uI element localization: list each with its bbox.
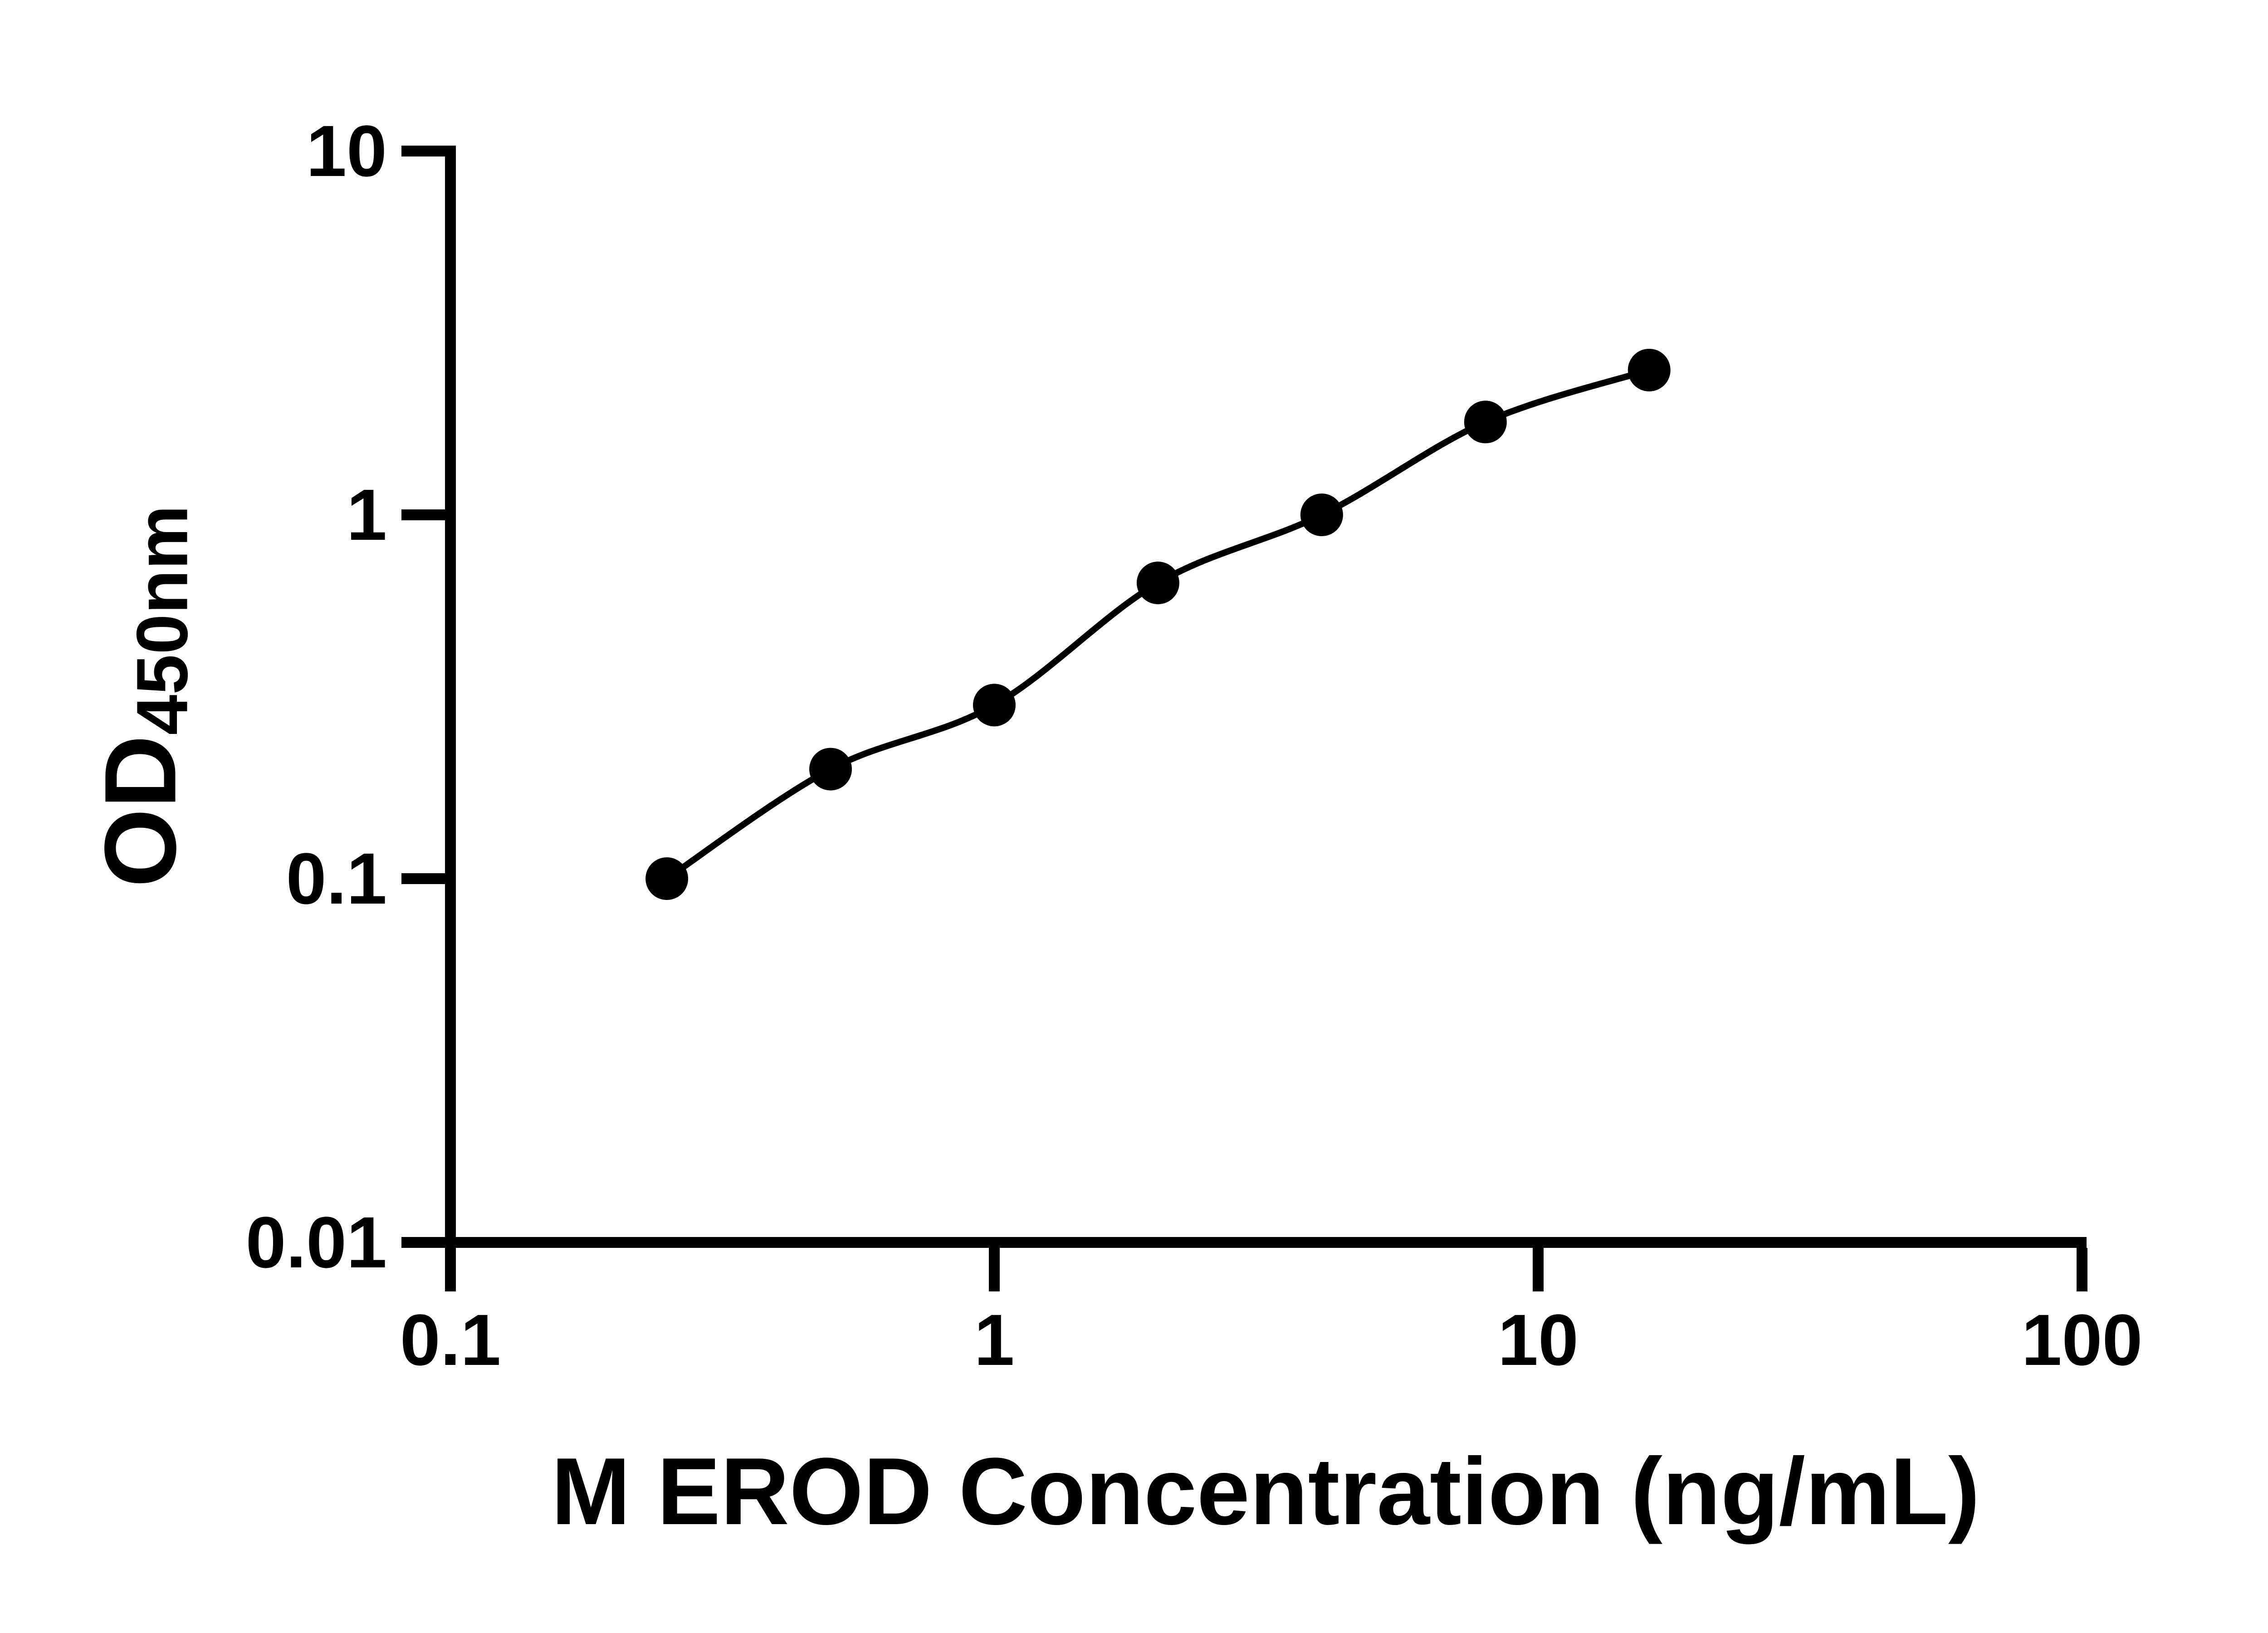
fit-curve <box>665 367 1650 881</box>
y-tick-label-0.01: 0.01 <box>245 1202 387 1283</box>
x-tick-label-10: 10 <box>1498 1299 1579 1380</box>
data-point-1 <box>809 748 852 791</box>
x-tick-label-1: 1 <box>974 1299 1015 1380</box>
data-point-5 <box>1464 401 1507 444</box>
x-axis-title: M EROD Concentration (ng/mL) <box>551 1438 1980 1545</box>
data-point-4 <box>1300 494 1343 536</box>
data-point-0 <box>645 857 689 900</box>
data-point-6 <box>1628 348 1671 391</box>
x-tick-label-0.1: 0.1 <box>400 1299 501 1380</box>
y-axis-title: OD450nm <box>83 505 203 888</box>
x-tick-label-100: 100 <box>2021 1299 2143 1380</box>
y-tick-label-0.1: 0.1 <box>286 838 387 919</box>
data-point-3 <box>1136 562 1179 605</box>
y-tick-label-10: 10 <box>306 110 387 191</box>
y-tick-label-1: 1 <box>347 474 387 555</box>
data-point-2 <box>973 684 1016 727</box>
